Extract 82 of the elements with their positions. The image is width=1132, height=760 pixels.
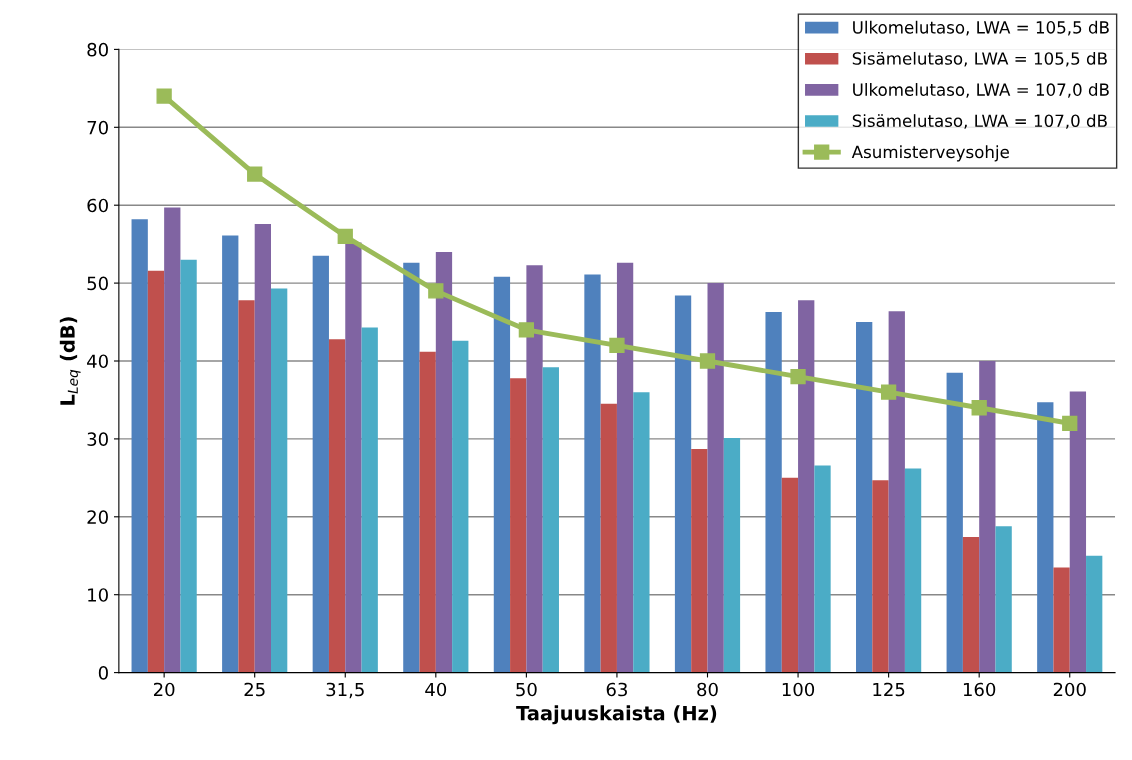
bar bbox=[328, 339, 346, 673]
x-tick-label: 200 bbox=[1053, 682, 1086, 697]
x-tick-label: 20 bbox=[153, 682, 175, 697]
bar bbox=[946, 372, 963, 673]
bar bbox=[995, 526, 1012, 673]
point bbox=[971, 400, 987, 416]
point bbox=[156, 88, 172, 104]
bar bbox=[1086, 555, 1103, 673]
point bbox=[699, 353, 716, 369]
bar bbox=[542, 367, 559, 673]
bar bbox=[1069, 391, 1087, 673]
y-tick-label: 30 bbox=[87, 432, 108, 447]
point bbox=[247, 166, 263, 182]
point bbox=[518, 322, 535, 338]
bar bbox=[765, 311, 782, 673]
bar bbox=[180, 259, 197, 673]
bar bbox=[691, 449, 708, 673]
bar bbox=[345, 242, 362, 673]
bar bbox=[361, 327, 378, 673]
point bbox=[1062, 415, 1078, 431]
y-tick-label: 80 bbox=[87, 42, 108, 57]
bar bbox=[435, 251, 453, 673]
x-tick-label: 125 bbox=[873, 682, 905, 697]
bar bbox=[781, 477, 799, 673]
x-tick-label: 63 bbox=[606, 682, 627, 697]
y-tick-label: 20 bbox=[87, 510, 108, 524]
x-tick-label: 50 bbox=[516, 682, 537, 697]
x-axis-title: Taajuuskaista (Hz) bbox=[516, 705, 717, 725]
point bbox=[880, 384, 897, 400]
bar bbox=[403, 262, 420, 673]
x-tick-label: 160 bbox=[963, 682, 996, 697]
x-tick-label: 31,5 bbox=[326, 682, 364, 699]
y-tick-label: 0 bbox=[98, 666, 108, 680]
y-tick-label: 50 bbox=[87, 276, 108, 291]
bar bbox=[510, 378, 527, 673]
bar bbox=[798, 300, 815, 673]
bar bbox=[723, 438, 741, 673]
bar bbox=[584, 274, 601, 673]
x-tick-label: 25 bbox=[244, 682, 265, 697]
bar bbox=[674, 295, 692, 673]
point bbox=[337, 228, 353, 244]
point bbox=[428, 283, 444, 299]
bar bbox=[452, 340, 469, 673]
bar bbox=[962, 537, 980, 673]
bar bbox=[222, 235, 239, 673]
bar bbox=[164, 207, 181, 673]
bar bbox=[493, 276, 511, 673]
bar bbox=[904, 468, 922, 673]
bar bbox=[254, 223, 271, 673]
bar bbox=[616, 262, 634, 673]
x-tick-label: 80 bbox=[697, 682, 718, 697]
y-axis-title: L$_{Leq}$ (dB) bbox=[59, 317, 81, 405]
x-tick-label: 100 bbox=[782, 682, 815, 697]
y-tick-label: 60 bbox=[87, 198, 108, 213]
bar bbox=[633, 392, 650, 673]
bar bbox=[856, 322, 873, 673]
y-tick-label: 70 bbox=[87, 120, 108, 135]
bar bbox=[600, 403, 617, 673]
legend-label: Asumisterveysohje bbox=[851, 145, 1009, 162]
bar bbox=[1053, 567, 1070, 673]
bar bbox=[979, 361, 996, 673]
y-tick-label: 10 bbox=[88, 588, 108, 602]
bar bbox=[707, 283, 724, 673]
bar bbox=[1037, 402, 1054, 673]
point bbox=[790, 368, 806, 385]
bar bbox=[147, 270, 165, 673]
bar bbox=[814, 465, 831, 673]
bar bbox=[271, 288, 288, 673]
legend-label: Sisämelutaso, LWA = 107,0 dB bbox=[852, 114, 1107, 129]
bar bbox=[872, 480, 889, 673]
legend-label: Ulkomelutaso, LWA = 107,0 dB bbox=[853, 83, 1109, 98]
x-tick-label: 40 bbox=[425, 682, 447, 697]
bar bbox=[238, 300, 255, 673]
bar bbox=[131, 219, 148, 673]
y-tick-label: 40 bbox=[87, 354, 108, 369]
bar bbox=[419, 351, 436, 673]
bar bbox=[312, 255, 329, 673]
bar bbox=[888, 311, 905, 673]
legend-label: Ulkomelutaso, LWA = 105,5 dB bbox=[853, 20, 1109, 36]
point bbox=[609, 337, 625, 354]
bar bbox=[526, 265, 543, 673]
legend-label: Sisämelutaso, LWA = 105,5 dB bbox=[852, 51, 1107, 67]
